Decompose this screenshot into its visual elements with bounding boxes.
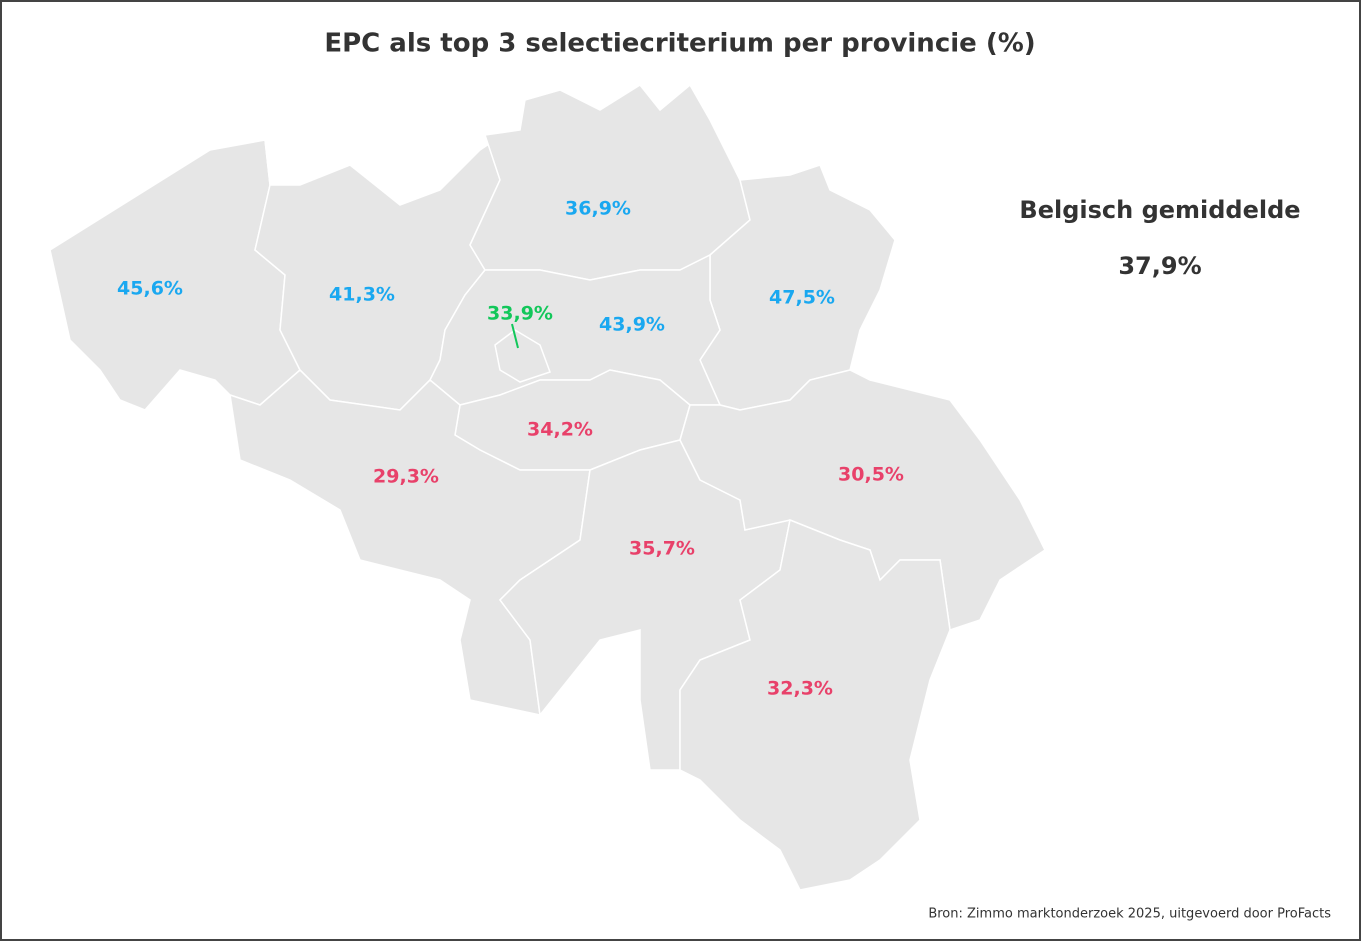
province xyxy=(494,329,551,383)
region-label: 36,9% xyxy=(565,198,631,220)
region-label: 34,2% xyxy=(527,419,593,441)
source: Bron: Zimmo marktonderzoek 2025, uitgevo… xyxy=(928,907,1331,922)
region-label: 32,3% xyxy=(767,678,833,700)
region-label: 45,6% xyxy=(117,278,183,300)
region-label: 35,7% xyxy=(629,538,695,560)
region-label: 29,3% xyxy=(373,466,439,488)
title: EPC als top 3 selectiecriterium per prov… xyxy=(324,29,1035,59)
average-label: Belgisch gemiddelde xyxy=(1019,196,1300,224)
provinces xyxy=(49,83,1046,891)
region-label: 30,5% xyxy=(838,464,904,486)
region-label: 41,3% xyxy=(329,284,395,306)
leader-line xyxy=(511,323,519,349)
region-label: 33,9% xyxy=(487,303,553,325)
province xyxy=(679,518,951,891)
average-value: 37,9% xyxy=(1118,252,1201,280)
region-label: 47,5% xyxy=(769,287,835,309)
region-label: 43,9% xyxy=(599,314,665,336)
